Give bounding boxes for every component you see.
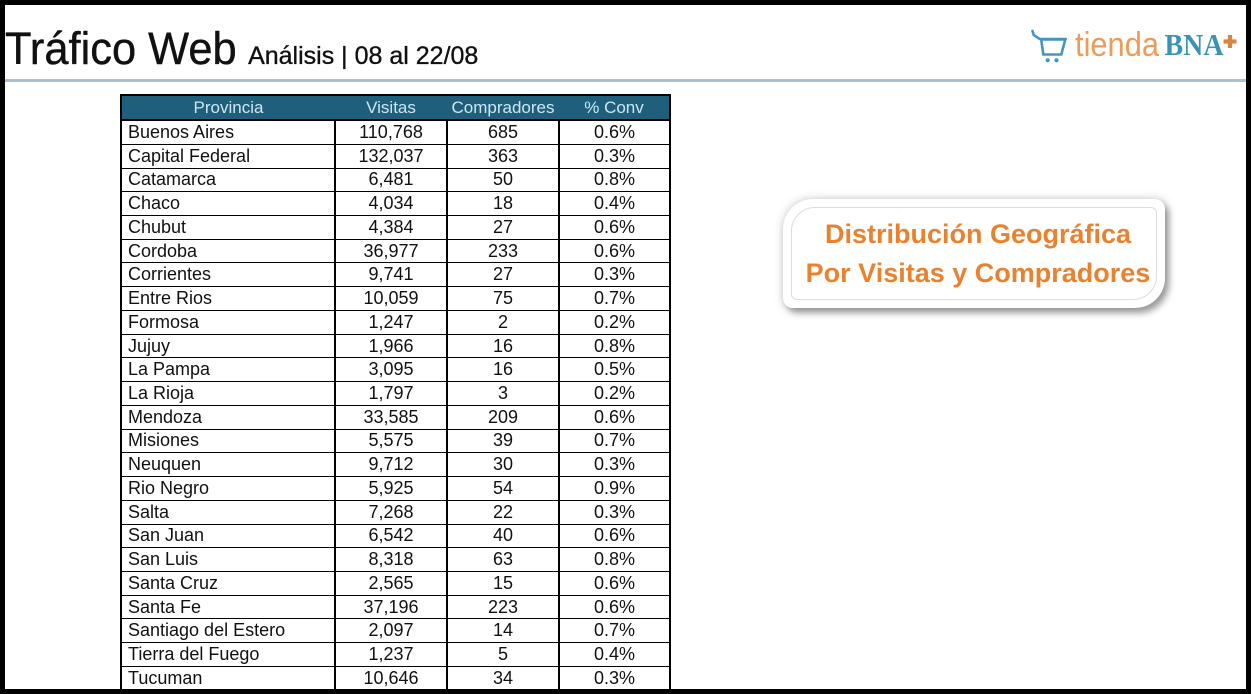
- svg-text:tienda: tienda: [1075, 26, 1159, 64]
- svg-text:BNA: BNA: [1165, 27, 1225, 62]
